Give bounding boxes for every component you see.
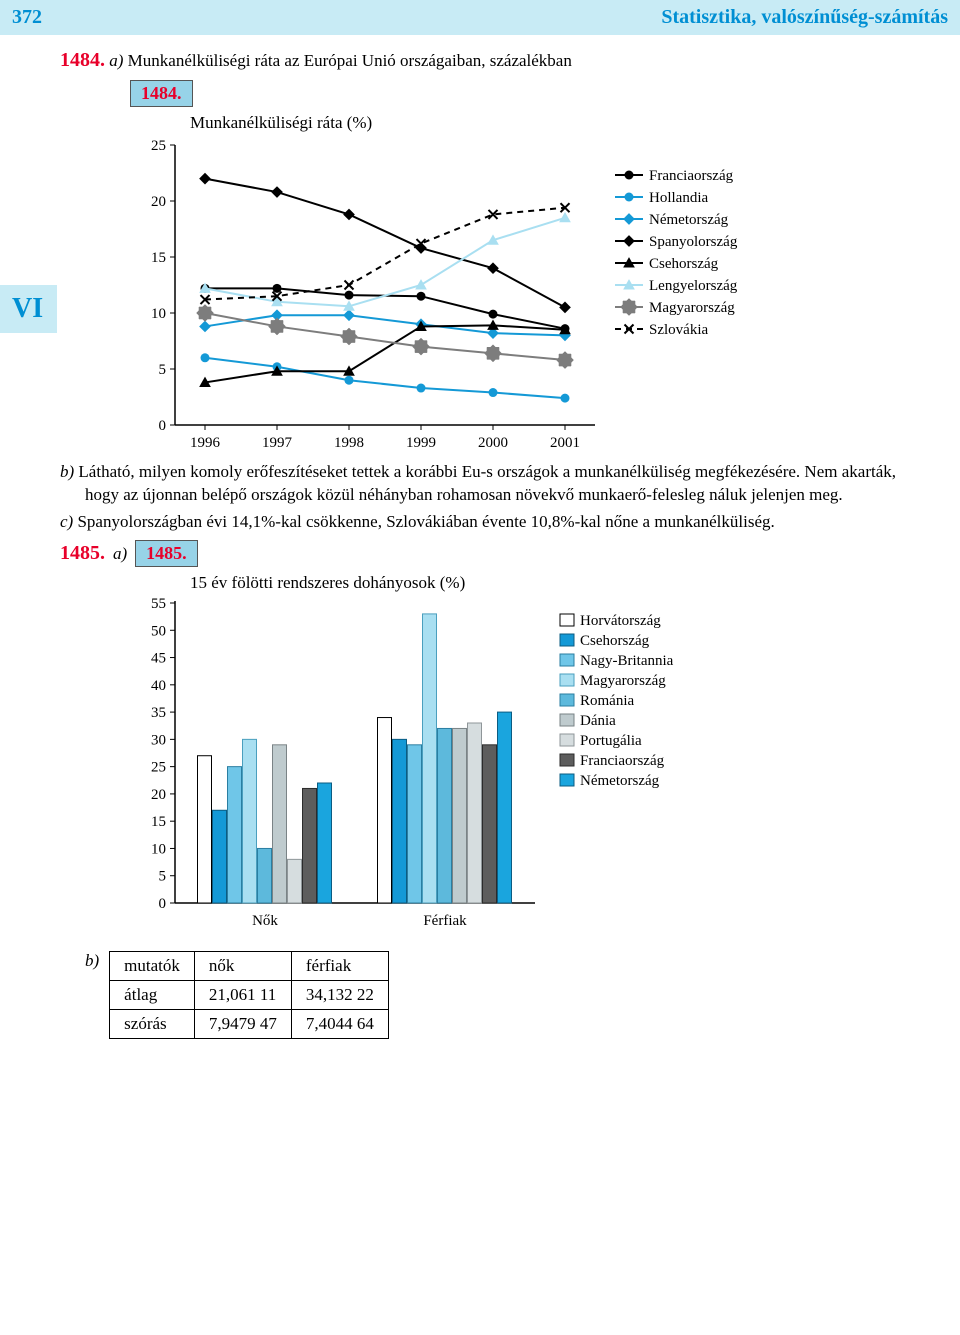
svg-text:Lengyelország: Lengyelország: [649, 278, 738, 294]
table-cell: 34,132 22: [291, 980, 388, 1009]
ex-1485-a-label: a): [113, 544, 127, 564]
chapter-tag: VI: [0, 285, 57, 333]
svg-text:5: 5: [159, 869, 167, 885]
table-cell: szórás: [110, 1009, 195, 1038]
svg-text:Horvátország: Horvátország: [580, 613, 661, 629]
svg-text:Németország: Németország: [649, 212, 729, 228]
ex-1485-num: 1485.: [60, 542, 105, 565]
svg-text:15: 15: [151, 250, 166, 266]
ex-1484-a: 1484. a) Munkanélküliségi ráta az Európa…: [60, 47, 900, 74]
chart-1485-title: 15 év fölötti rendszeres dohányosok (%): [190, 573, 900, 593]
table-header: mutatók: [110, 951, 195, 980]
svg-text:Dánia: Dánia: [580, 713, 616, 729]
svg-text:Portugália: Portugália: [580, 733, 642, 749]
chart-1485: 15 év fölötti rendszeres dohányosok (%) …: [130, 573, 900, 937]
svg-text:15: 15: [151, 814, 166, 830]
svg-text:1999: 1999: [406, 435, 436, 447]
svg-text:20: 20: [151, 787, 166, 803]
ex-1485-b-label: b): [85, 951, 99, 971]
svg-text:Franciaország: Franciaország: [649, 168, 734, 184]
svg-text:0: 0: [159, 418, 167, 434]
ex-1485-a-row: 1485. a) 1485.: [60, 540, 900, 567]
ex-1484-a-text: Munkanélküliségi ráta az Európai Unió or…: [128, 51, 572, 70]
svg-text:Csehország: Csehország: [649, 256, 719, 272]
table-cell: 21,061 11: [194, 980, 291, 1009]
svg-text:Hollandia: Hollandia: [649, 190, 708, 206]
svg-text:2000: 2000: [478, 435, 508, 447]
svg-text:Szlovákia: Szlovákia: [649, 322, 708, 338]
svg-text:1998: 1998: [334, 435, 364, 447]
svg-text:Nők: Nők: [252, 913, 278, 929]
svg-text:20: 20: [151, 194, 166, 210]
ex-1484-a-label: a): [109, 51, 123, 70]
figref-1485: 1485.: [135, 540, 198, 567]
svg-text:Csehország: Csehország: [580, 633, 650, 649]
svg-text:Magyarország: Magyarország: [580, 673, 666, 689]
svg-text:Románia: Románia: [580, 693, 634, 709]
svg-text:Magyarország: Magyarország: [649, 300, 735, 316]
svg-text:35: 35: [151, 705, 166, 721]
table-cell: 7,4044 64: [291, 1009, 388, 1038]
svg-text:50: 50: [151, 623, 166, 639]
chart-1484: Munkanélküliségi ráta (%) 0 5 10 15 20 25 1996…: [130, 113, 900, 447]
page-title: Statisztika, valószínűség-számítás: [661, 6, 948, 29]
chart-1484-svg: 0 5 10 15 20 25 1996 1997 1998 1999 2000 2001 Franci…: [130, 137, 800, 447]
chart-1484-title: Munkanélküliségi ráta (%): [190, 113, 900, 133]
svg-text:1997: 1997: [262, 435, 293, 447]
ex-1484-c-label: c): [60, 512, 73, 531]
svg-text:Nagy-Britannia: Nagy-Britannia: [580, 653, 674, 669]
table-cell: 7,9479 47: [194, 1009, 291, 1038]
svg-text:0: 0: [159, 896, 167, 912]
chart-1485-svg: 0 5 10 15 20 25 30 35 40 45 50 55 Nők Férfiak Horvátor…: [130, 597, 760, 937]
table-1485: mutatók nők férfiak átlag 21,061 11 34,1…: [109, 951, 389, 1039]
svg-text:Férfiak: Férfiak: [423, 913, 467, 929]
svg-text:10: 10: [151, 306, 166, 322]
svg-text:Németország: Németország: [580, 773, 660, 789]
ex-1484-b-label: b): [60, 462, 74, 481]
svg-text:30: 30: [151, 732, 166, 748]
ex-1484-b: b) Látható, milyen komoly erőfeszítéseke…: [85, 461, 900, 507]
ex-1484-b-text: Látható, milyen komoly erőfeszítéseket t…: [78, 462, 896, 504]
svg-text:2001: 2001: [550, 435, 580, 447]
svg-text:25: 25: [151, 759, 166, 775]
svg-text:10: 10: [151, 841, 166, 857]
table-cell: átlag: [110, 980, 195, 1009]
table-header: nők: [194, 951, 291, 980]
table-header: férfiak: [291, 951, 388, 980]
svg-text:5: 5: [159, 362, 167, 378]
svg-text:55: 55: [151, 597, 166, 612]
page-number: 372: [12, 6, 42, 29]
table-row: szórás 7,9479 47 7,4044 64: [110, 1009, 389, 1038]
table-row: átlag 21,061 11 34,132 22: [110, 980, 389, 1009]
svg-text:1996: 1996: [190, 435, 221, 447]
svg-text:25: 25: [151, 138, 166, 154]
svg-text:Spanyolország: Spanyolország: [649, 234, 738, 250]
ex-1484-num: 1484.: [60, 49, 105, 71]
svg-text:40: 40: [151, 678, 166, 694]
ex-1484-c: c) Spanyolországban évi 14,1%-kal csökke…: [85, 511, 900, 534]
svg-text:45: 45: [151, 650, 166, 666]
figref-1484: 1484.: [130, 80, 193, 107]
page-header: 372 Statisztika, valószínűség-számítás: [0, 0, 960, 35]
table-row: mutatók nők férfiak: [110, 951, 389, 980]
svg-text:Franciaország: Franciaország: [580, 753, 665, 769]
ex-1484-c-text: Spanyolországban évi 14,1%-kal csökkenne…: [77, 512, 774, 531]
